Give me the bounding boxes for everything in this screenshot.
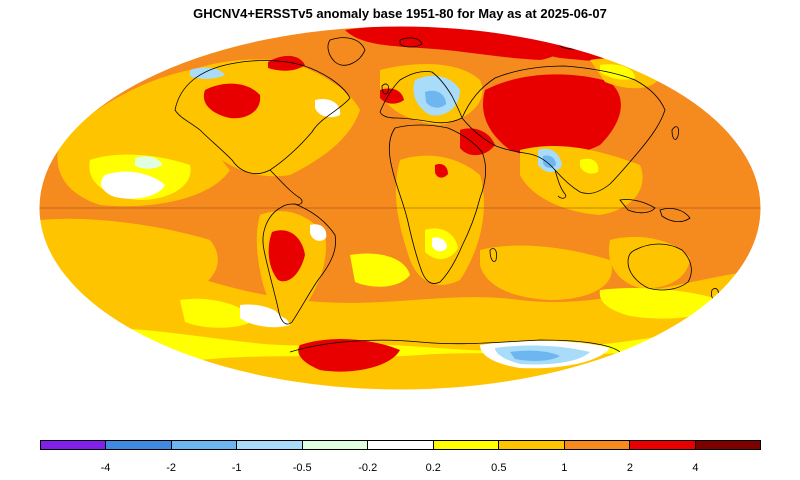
anomaly-region: [435, 164, 448, 178]
legend-swatch: [499, 441, 565, 449]
legend-swatch: [564, 441, 631, 449]
legend-label: -2: [166, 462, 176, 474]
legend-label: 0.2: [425, 462, 441, 474]
anomaly-region: [315, 98, 341, 118]
legend-swatch: [695, 441, 760, 449]
anomaly-region: [400, 358, 490, 375]
anomaly-region: [599, 288, 720, 319]
legend-label: -0.5: [292, 462, 312, 474]
anomaly-region: [600, 64, 635, 80]
anomaly-region: [180, 298, 255, 328]
anomaly-region: [268, 55, 305, 71]
anomaly-region: [425, 90, 446, 108]
anomaly-region: [608, 236, 690, 289]
legend-swatch: [171, 441, 238, 449]
legend-label: -1: [231, 462, 242, 474]
anomaly-region: [580, 158, 599, 174]
legend-label: 1: [561, 462, 568, 474]
anomaly-region: [482, 74, 621, 157]
legend-swatch: [368, 441, 434, 449]
legend-label: 0.5: [491, 462, 507, 474]
anomaly-region: [203, 83, 261, 119]
legend-swatch: [106, 441, 172, 449]
anomaly-region: [543, 155, 556, 168]
anomaly-map: [38, 25, 762, 391]
anomaly-region: [310, 224, 327, 241]
legend-label: -0.2: [358, 462, 378, 474]
legend-swatch: [433, 441, 500, 449]
anomaly-region: [240, 304, 290, 328]
legend-label: 2: [626, 462, 633, 474]
legend-label: -4: [100, 462, 111, 474]
coastlines: [174, 37, 719, 353]
legend-swatch: [41, 441, 107, 449]
anomaly-region: [268, 230, 305, 282]
anomaly-region: [100, 171, 165, 199]
map-title: GHCNV4+ERSSTv5 anomaly base 1951-80 for …: [193, 6, 607, 21]
legend-swatch: [302, 441, 369, 449]
anomaly-region: [395, 155, 484, 285]
globe-border: [38, 25, 762, 391]
legend-label: 4: [692, 462, 699, 474]
anomaly-region: [40, 218, 218, 300]
anomaly-region: [510, 350, 560, 361]
anomaly-region: [432, 237, 447, 252]
anomaly-region: [480, 245, 612, 300]
anomaly-region: [350, 253, 410, 287]
anomaly-region: [135, 156, 162, 169]
legend-swatch: [237, 441, 303, 449]
color-legend: -4 -2 -1 -0.5 -0.2 0.2 0.5 1 2 4: [40, 440, 761, 480]
legend-swatch: [630, 441, 696, 449]
anomaly-region: [460, 128, 495, 156]
legend-labels: -4 -2 -1 -0.5 -0.2 0.2 0.5 1 2 4: [40, 462, 761, 478]
legend-color-bar: [40, 440, 761, 450]
anomaly-region: [298, 338, 400, 372]
